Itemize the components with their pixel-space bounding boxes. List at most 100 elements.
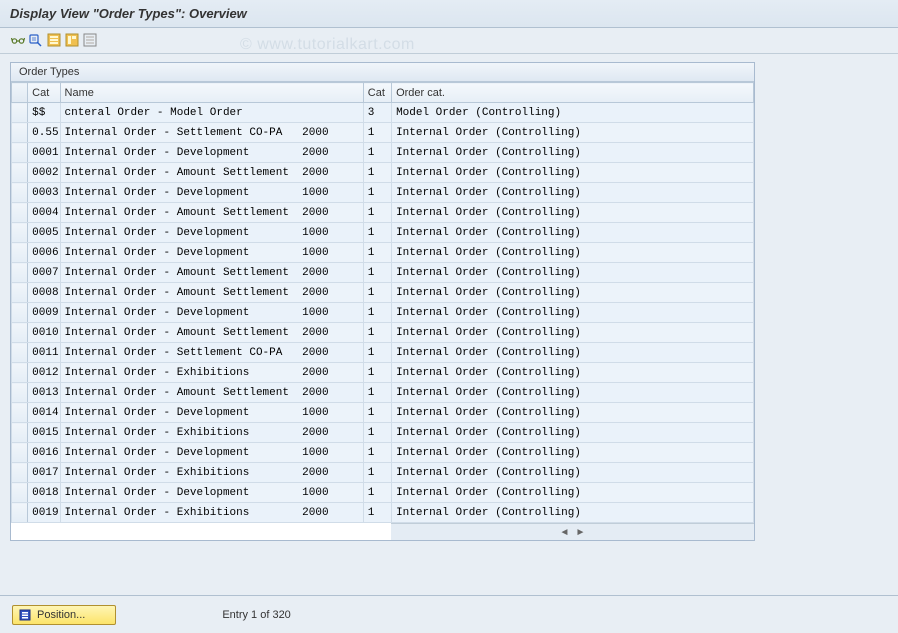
- find-icon[interactable]: [28, 32, 44, 48]
- table-row[interactable]: 0005Internal Order - Development 10001In…: [12, 223, 754, 243]
- cell-cat1[interactable]: 0001: [28, 143, 60, 163]
- cell-name[interactable]: Internal Order - Development 1000: [60, 243, 363, 263]
- table-row[interactable]: 0013Internal Order - Amount Settlement 2…: [12, 383, 754, 403]
- cell-name[interactable]: Internal Order - Development 1000: [60, 303, 363, 323]
- cell-ocat[interactable]: Internal Order (Controlling): [392, 203, 754, 223]
- cell-name[interactable]: Internal Order - Exhibitions 2000: [60, 503, 363, 523]
- row-selector[interactable]: [12, 443, 28, 463]
- cell-cat1[interactable]: 0016: [28, 443, 60, 463]
- cell-cat2[interactable]: 1: [363, 383, 391, 403]
- cell-cat2[interactable]: 1: [363, 423, 391, 443]
- cell-cat1[interactable]: 0011: [28, 343, 60, 363]
- row-selector[interactable]: [12, 403, 28, 423]
- cell-name[interactable]: Internal Order - Amount Settlement 2000: [60, 163, 363, 183]
- cell-cat1[interactable]: 0010: [28, 323, 60, 343]
- cell-cat1[interactable]: 0017: [28, 463, 60, 483]
- cell-name[interactable]: Internal Order - Exhibitions 2000: [60, 363, 363, 383]
- row-selector[interactable]: [12, 503, 28, 523]
- row-selector[interactable]: [12, 303, 28, 323]
- cell-ocat[interactable]: Internal Order (Controlling): [392, 283, 754, 303]
- cell-cat2[interactable]: 1: [363, 183, 391, 203]
- row-selector[interactable]: [12, 423, 28, 443]
- row-selector[interactable]: [12, 243, 28, 263]
- cell-cat2[interactable]: 1: [363, 443, 391, 463]
- cell-cat2[interactable]: 1: [363, 163, 391, 183]
- cell-name[interactable]: Internal Order - Exhibitions 2000: [60, 463, 363, 483]
- table-row[interactable]: 0012Internal Order - Exhibitions 20001In…: [12, 363, 754, 383]
- cell-ocat[interactable]: Internal Order (Controlling): [392, 503, 754, 523]
- cell-cat2[interactable]: 1: [363, 283, 391, 303]
- row-selector[interactable]: [12, 383, 28, 403]
- row-selector[interactable]: [12, 283, 28, 303]
- table-row[interactable]: 0019Internal Order - Exhibitions 20001In…: [12, 503, 754, 523]
- cell-name[interactable]: Internal Order - Settlement CO-PA 2000: [60, 343, 363, 363]
- row-selector[interactable]: [12, 203, 28, 223]
- row-selector[interactable]: [12, 123, 28, 143]
- row-selector[interactable]: [12, 163, 28, 183]
- cell-cat1[interactable]: 0009: [28, 303, 60, 323]
- cell-cat2[interactable]: 1: [363, 223, 391, 243]
- cell-cat1[interactable]: 0019: [28, 503, 60, 523]
- cell-ocat[interactable]: Internal Order (Controlling): [392, 303, 754, 323]
- row-selector[interactable]: [12, 263, 28, 283]
- cell-cat1[interactable]: 0015: [28, 423, 60, 443]
- scroll-right-icon[interactable]: ►: [574, 525, 588, 539]
- cell-cat1[interactable]: $$: [28, 103, 60, 123]
- table-row[interactable]: 0004Internal Order - Amount Settlement 2…: [12, 203, 754, 223]
- cell-ocat[interactable]: Internal Order (Controlling): [392, 443, 754, 463]
- cell-ocat[interactable]: Internal Order (Controlling): [392, 423, 754, 443]
- cell-name[interactable]: Internal Order - Development 1000: [60, 403, 363, 423]
- cell-cat2[interactable]: 1: [363, 143, 391, 163]
- col-header-ocat[interactable]: Order cat.: [392, 83, 754, 103]
- cell-ocat[interactable]: Internal Order (Controlling): [392, 343, 754, 363]
- cell-cat2[interactable]: 1: [363, 363, 391, 383]
- cell-name[interactable]: Internal Order - Development 1000: [60, 483, 363, 503]
- row-selector[interactable]: [12, 363, 28, 383]
- row-selector[interactable]: [12, 463, 28, 483]
- cell-cat1[interactable]: 0002: [28, 163, 60, 183]
- col-header-name[interactable]: Name: [60, 83, 363, 103]
- cell-name[interactable]: Internal Order - Development 1000: [60, 223, 363, 243]
- row-selector[interactable]: [12, 343, 28, 363]
- table-row[interactable]: 0017Internal Order - Exhibitions 20001In…: [12, 463, 754, 483]
- cell-cat2[interactable]: 3: [363, 103, 391, 123]
- cell-name[interactable]: Internal Order - Amount Settlement 2000: [60, 203, 363, 223]
- cell-cat2[interactable]: 1: [363, 343, 391, 363]
- table-row[interactable]: 0007Internal Order - Amount Settlement 2…: [12, 263, 754, 283]
- cell-name[interactable]: Internal Order - Settlement CO-PA 2000: [60, 123, 363, 143]
- cell-cat1[interactable]: 0.55: [28, 123, 60, 143]
- cell-cat1[interactable]: 0006: [28, 243, 60, 263]
- cell-cat2[interactable]: 1: [363, 123, 391, 143]
- cell-name[interactable]: Internal Order - Development 1000: [60, 443, 363, 463]
- table-row[interactable]: 0016Internal Order - Development 10001In…: [12, 443, 754, 463]
- position-button[interactable]: Position...: [12, 605, 116, 625]
- table-row[interactable]: 0010Internal Order - Amount Settlement 2…: [12, 323, 754, 343]
- row-selector[interactable]: [12, 483, 28, 503]
- cell-name[interactable]: Internal Order - Amount Settlement 2000: [60, 323, 363, 343]
- cell-ocat[interactable]: Internal Order (Controlling): [392, 143, 754, 163]
- cell-cat2[interactable]: 1: [363, 483, 391, 503]
- scroll-left-icon[interactable]: ◄: [558, 525, 572, 539]
- cell-cat1[interactable]: 0012: [28, 363, 60, 383]
- table-row[interactable]: 0008Internal Order - Amount Settlement 2…: [12, 283, 754, 303]
- cell-cat2[interactable]: 1: [363, 203, 391, 223]
- col-header-cat1[interactable]: Cat: [28, 83, 60, 103]
- cell-ocat[interactable]: Internal Order (Controlling): [392, 183, 754, 203]
- col-header-sel[interactable]: [12, 83, 28, 103]
- cell-cat2[interactable]: 1: [363, 263, 391, 283]
- cell-cat1[interactable]: 0004: [28, 203, 60, 223]
- cell-cat2[interactable]: 1: [363, 463, 391, 483]
- cell-ocat[interactable]: Internal Order (Controlling): [392, 243, 754, 263]
- deselect-icon[interactable]: [82, 32, 98, 48]
- cell-cat1[interactable]: 0007: [28, 263, 60, 283]
- cell-ocat[interactable]: Internal Order (Controlling): [392, 163, 754, 183]
- row-selector[interactable]: [12, 103, 28, 123]
- table-row[interactable]: 0011Internal Order - Settlement CO-PA 20…: [12, 343, 754, 363]
- col-header-cat2[interactable]: Cat: [363, 83, 391, 103]
- table-row[interactable]: 0.55Internal Order - Settlement CO-PA 20…: [12, 123, 754, 143]
- cell-cat2[interactable]: 1: [363, 323, 391, 343]
- cell-cat1[interactable]: 0008: [28, 283, 60, 303]
- cell-name[interactable]: Internal Order - Exhibitions 2000: [60, 423, 363, 443]
- cell-name[interactable]: Internal Order - Amount Settlement 2000: [60, 383, 363, 403]
- table-row[interactable]: 0015Internal Order - Exhibitions 20001In…: [12, 423, 754, 443]
